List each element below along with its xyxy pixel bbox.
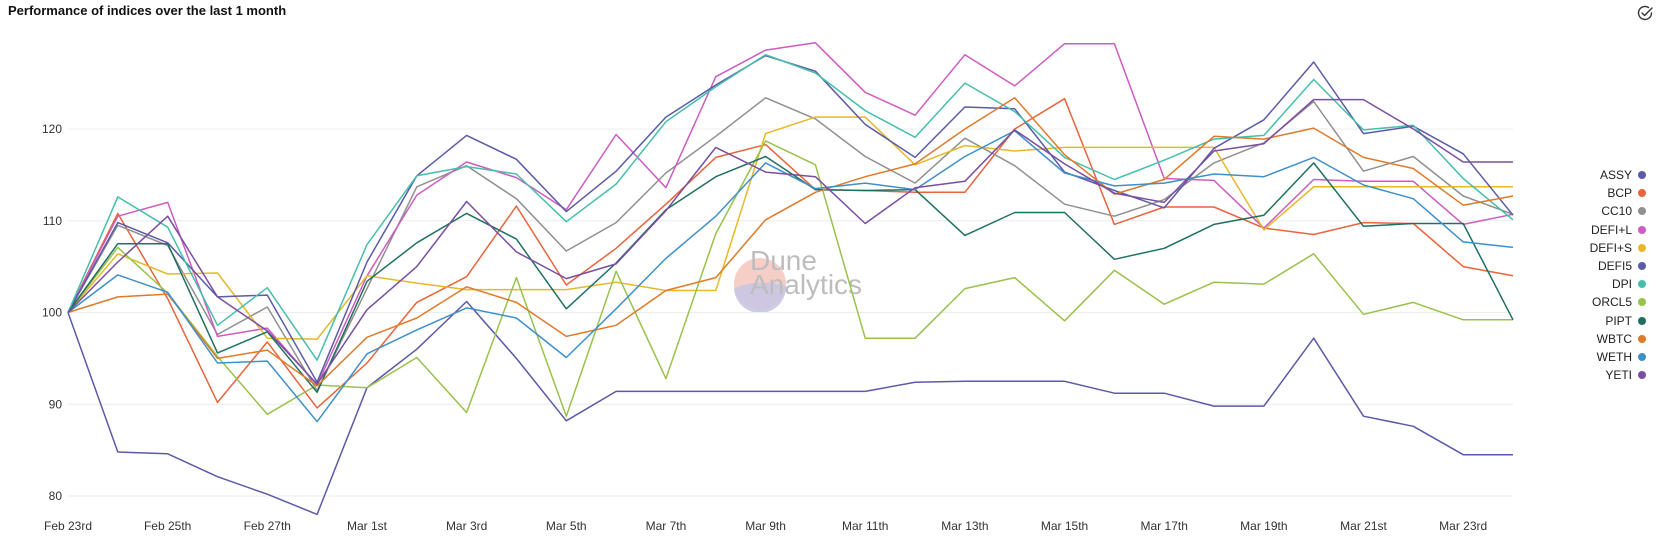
legend-dot-icon	[1638, 171, 1646, 180]
legend-item-bcp[interactable]: BCP	[1590, 184, 1646, 202]
legend-label: ORCL5	[1591, 295, 1632, 310]
legend-dot-icon	[1638, 225, 1646, 234]
legend-item-pipt[interactable]: PIPT	[1590, 312, 1646, 330]
legend-dot-icon	[1638, 316, 1646, 325]
legend-label: DEFI+L	[1590, 222, 1632, 237]
legend-label: ASSY	[1599, 168, 1632, 183]
x-tick-label: Mar 19th	[1240, 519, 1287, 533]
legend-item-cc10[interactable]: CC10	[1590, 202, 1646, 220]
legend-label: WBTC	[1596, 331, 1632, 346]
legend-label: PIPT	[1605, 313, 1632, 328]
legend-dot-icon	[1638, 371, 1646, 380]
legend-label: BCP	[1607, 186, 1632, 201]
legend-dot-icon	[1638, 207, 1646, 216]
legend-item-defi-l[interactable]: DEFI+L	[1590, 221, 1646, 239]
legend-label: DEFI5	[1597, 259, 1632, 274]
series-line-defi5	[67, 54, 1514, 383]
legend-label: CC10	[1601, 204, 1632, 219]
x-tick-label: Mar 1st	[347, 519, 388, 533]
legend-dot-icon	[1638, 352, 1646, 361]
y-tick-label: 120	[42, 122, 62, 136]
x-tick-label: Mar 7th	[646, 519, 687, 533]
legend-label: WETH	[1596, 349, 1632, 364]
legend-dot-icon	[1638, 189, 1646, 198]
x-tick-label: Mar 17th	[1141, 519, 1188, 533]
legend-dot-icon	[1638, 334, 1646, 343]
x-tick-label: Feb 25th	[144, 519, 191, 533]
dune-logo-icon	[734, 258, 787, 314]
x-tick-label: Mar 13th	[941, 519, 988, 533]
x-tick-label: Mar 9th	[745, 519, 786, 533]
chart-legend: ASSY BCP CC10 DEFI+L DEFI+S DEFI5 DPI ORCL5 PIPT…	[1590, 166, 1646, 384]
series-line-defi-l	[67, 42, 1514, 386]
legend-item-weth[interactable]: WETH	[1590, 348, 1646, 366]
x-tick-label: Feb 23rd	[44, 519, 92, 533]
x-tick-label: Mar 23rd	[1439, 519, 1487, 533]
legend-item-wbtc[interactable]: WBTC	[1590, 330, 1646, 348]
series-line-bcp	[67, 97, 1514, 409]
legend-label: DEFI+S	[1589, 240, 1632, 255]
legend-dot-icon	[1638, 243, 1646, 252]
legend-dot-icon	[1638, 262, 1646, 271]
x-tick-label: Feb 27th	[244, 519, 291, 533]
legend-dot-icon	[1638, 298, 1646, 307]
x-tick-label: Mar 3rd	[446, 519, 487, 533]
series-line-orcl5	[67, 140, 1513, 417]
page-title: Performance of indices over the last 1 m…	[8, 3, 287, 18]
legend-item-defi5[interactable]: DEFI5	[1590, 257, 1646, 275]
x-tick-label: Mar 5th	[546, 519, 587, 533]
legend-item-orcl5[interactable]: ORCL5	[1590, 293, 1646, 311]
y-tick-label: 80	[49, 489, 63, 503]
legend-label: YETI	[1605, 368, 1632, 383]
x-tick-label: Mar 11th	[842, 519, 888, 533]
series-line-defi-s	[67, 116, 1513, 340]
series-line-pipt	[67, 155, 1514, 394]
legend-item-dpi[interactable]: DPI	[1590, 275, 1646, 293]
series-line-weth	[67, 130, 1514, 423]
y-tick-label: 100	[42, 306, 62, 320]
watermark-line1: Dune	[750, 245, 817, 276]
x-tick-label: Mar 21st	[1340, 519, 1387, 533]
y-tick-label: 90	[49, 397, 63, 411]
series-line-cc10	[67, 97, 1514, 392]
legend-label: DPI	[1611, 277, 1632, 292]
series-line-wbtc	[67, 97, 1514, 387]
circle-check-icon[interactable]	[1636, 4, 1654, 22]
series-line-dpi	[67, 53, 1514, 361]
series-line-assy	[67, 300, 1513, 516]
dune-analytics-watermark: Dune Analytics	[732, 246, 932, 316]
series-line-yeti	[67, 98, 1513, 385]
legend-item-defi-s[interactable]: DEFI+S	[1590, 239, 1646, 257]
legend-item-yeti[interactable]: YETI	[1590, 366, 1646, 384]
legend-dot-icon	[1638, 280, 1646, 289]
x-tick-label: Mar 15th	[1041, 519, 1088, 533]
watermark-line2: Analytics	[750, 269, 863, 300]
y-tick-label: 110	[43, 214, 62, 228]
legend-item-assy[interactable]: ASSY	[1590, 166, 1646, 184]
